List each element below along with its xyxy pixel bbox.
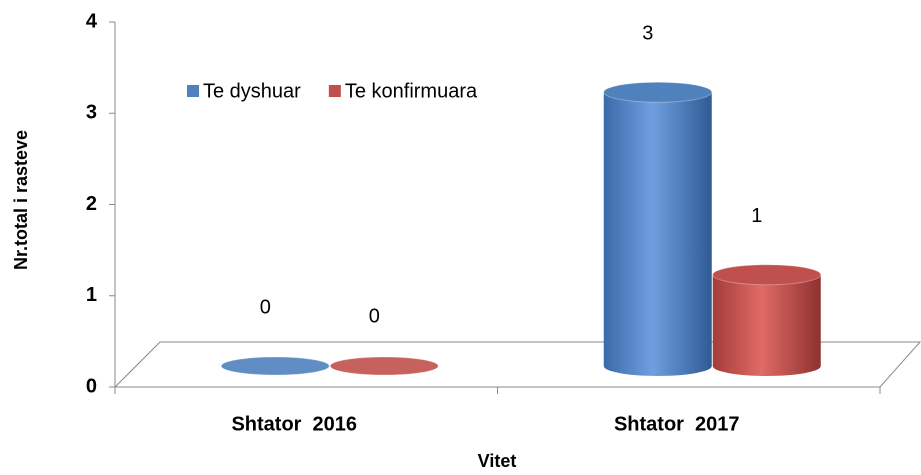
x-tick-label: Shtator 2016 — [231, 413, 357, 435]
bar — [220, 356, 330, 376]
bar — [603, 92, 712, 377]
data-label: 0 — [260, 296, 271, 318]
bar-top — [712, 264, 822, 286]
bar — [712, 274, 821, 377]
y-tick-label: 4 — [86, 10, 98, 32]
bar-top — [603, 81, 713, 103]
data-label: 1 — [751, 205, 762, 227]
legend-swatch — [328, 85, 341, 97]
y-axis-title: Nr.total i rasteve — [11, 130, 31, 270]
bar — [329, 356, 439, 376]
floor — [113, 341, 921, 388]
data-label: 3 — [642, 23, 653, 45]
legend-label: Te konfirmuara — [345, 80, 478, 102]
x-tick-label: Shtator 2017 — [614, 413, 740, 435]
y-tick-label: 2 — [86, 193, 97, 215]
legend-label: Te dyshuar — [203, 80, 301, 102]
y-tick-label: 3 — [86, 102, 97, 124]
data-label: 0 — [369, 305, 380, 327]
y-tick-label: 0 — [86, 375, 97, 397]
legend-swatch — [187, 85, 199, 97]
y-tick-label: 1 — [86, 284, 97, 306]
x-axis-title: Vitet — [478, 451, 517, 471]
